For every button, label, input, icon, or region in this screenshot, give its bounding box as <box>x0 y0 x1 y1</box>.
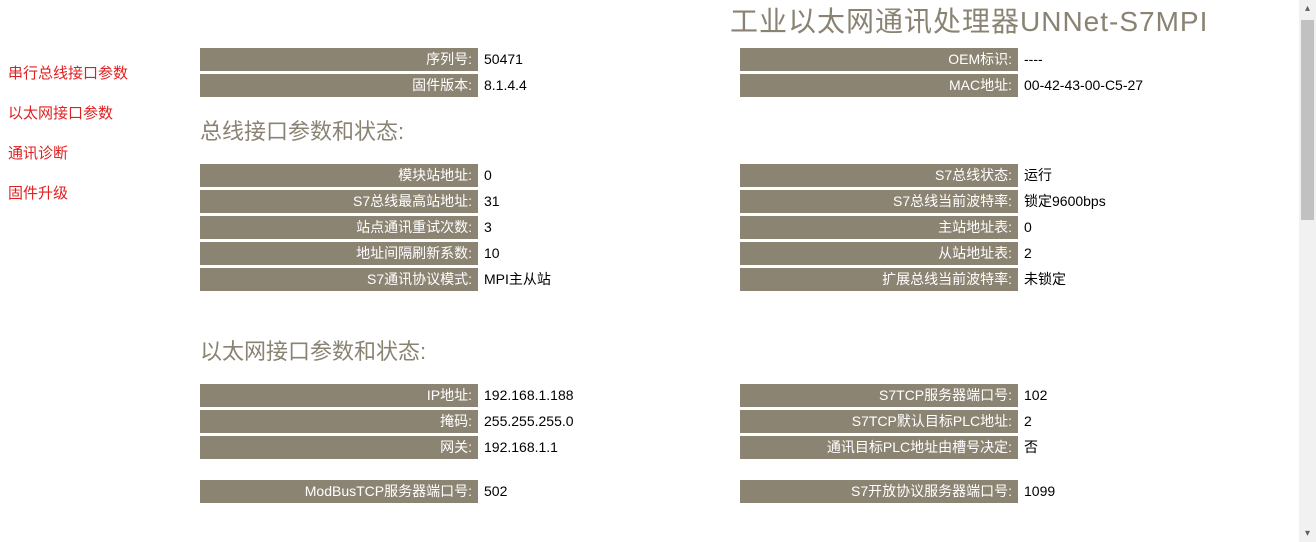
row-s7-baudrate: S7总线当前波特率: 锁定9600bps <box>740 190 1280 213</box>
section-title-ethernet: 以太网接口参数和状态: <box>200 334 1280 366</box>
label-s7-highest-address: S7总线最高站地址: <box>200 190 478 213</box>
sidebar-item-serial-bus[interactable]: 串行总线接口参数 <box>8 62 188 83</box>
value-gateway: 192.168.1.1 <box>478 436 558 459</box>
label-serial-number: 序列号: <box>200 48 478 71</box>
label-refresh-factor: 地址间隔刷新系数: <box>200 242 478 265</box>
row-master-address-list: 主站地址表: 0 <box>740 216 1280 239</box>
row-firmware-version: 固件版本: 8.1.4.4 <box>200 74 740 97</box>
label-s7-protocol-mode: S7通讯协议模式: <box>200 268 478 291</box>
value-s7tcp-default-plc: 2 <box>1018 410 1032 433</box>
value-ext-bus-baudrate: 未锁定 <box>1018 268 1066 291</box>
sidebar-item-comm-diagnosis[interactable]: 通讯诊断 <box>8 142 188 163</box>
value-mac-address: 00-42-43-00-C5-27 <box>1018 74 1143 97</box>
main-content: 序列号: 50471 固件版本: 8.1.4.4 OEM标识: ---- MAC… <box>200 48 1280 510</box>
label-s7tcp-default-plc: S7TCP默认目标PLC地址: <box>740 410 1018 433</box>
label-subnet-mask: 掩码: <box>200 410 478 433</box>
row-ext-bus-baudrate: 扩展总线当前波特率: 未锁定 <box>740 268 1280 291</box>
value-refresh-factor: 10 <box>478 242 500 265</box>
scroll-down-icon[interactable]: ▾ <box>1299 525 1316 542</box>
value-retry-count: 3 <box>478 216 492 239</box>
label-master-address-list: 主站地址表: <box>740 216 1018 239</box>
row-s7tcp-port: S7TCP服务器端口号: 102 <box>740 384 1280 407</box>
value-oem-id: ---- <box>1018 48 1043 71</box>
row-s7-protocol-mode: S7通讯协议模式: MPI主从站 <box>200 268 740 291</box>
row-refresh-factor: 地址间隔刷新系数: 10 <box>200 242 740 265</box>
scroll-up-icon[interactable]: ▴ <box>1299 0 1316 17</box>
value-plc-by-slot: 否 <box>1018 436 1038 459</box>
row-ip-address: IP地址: 192.168.1.188 <box>200 384 740 407</box>
row-serial-number: 序列号: 50471 <box>200 48 740 71</box>
vertical-scrollbar[interactable]: ▴ ▾ <box>1299 0 1316 542</box>
value-module-address: 0 <box>478 164 492 187</box>
value-subnet-mask: 255.255.255.0 <box>478 410 574 433</box>
label-plc-by-slot: 通讯目标PLC地址由槽号决定: <box>740 436 1018 459</box>
row-subnet-mask: 掩码: 255.255.255.0 <box>200 410 740 433</box>
label-oem-id: OEM标识: <box>740 48 1018 71</box>
row-s7-open-port: S7开放协议服务器端口号: 1099 <box>740 480 1280 503</box>
label-module-address: 模块站地址: <box>200 164 478 187</box>
value-modbus-tcp-port: 502 <box>478 480 507 503</box>
label-retry-count: 站点通讯重试次数: <box>200 216 478 239</box>
row-s7tcp-default-plc: S7TCP默认目标PLC地址: 2 <box>740 410 1280 433</box>
value-firmware-version: 8.1.4.4 <box>478 74 527 97</box>
label-ext-bus-baudrate: 扩展总线当前波特率: <box>740 268 1018 291</box>
label-s7tcp-port: S7TCP服务器端口号: <box>740 384 1018 407</box>
value-s7-protocol-mode: MPI主从站 <box>478 268 551 291</box>
value-s7tcp-port: 102 <box>1018 384 1047 407</box>
row-gateway: 网关: 192.168.1.1 <box>200 436 740 459</box>
row-slave-address-list: 从站地址表: 2 <box>740 242 1280 265</box>
row-modbus-tcp-port: ModBusTCP服务器端口号: 502 <box>200 480 740 503</box>
label-ip-address: IP地址: <box>200 384 478 407</box>
label-slave-address-list: 从站地址表: <box>740 242 1018 265</box>
value-s7-bus-status: 运行 <box>1018 164 1052 187</box>
sidebar-item-firmware-upgrade[interactable]: 固件升级 <box>8 182 188 203</box>
label-gateway: 网关: <box>200 436 478 459</box>
label-modbus-tcp-port: ModBusTCP服务器端口号: <box>200 480 478 503</box>
page-title: 工业以太网通讯处理器UNNet-S7MPI <box>730 0 1208 40</box>
section-title-bus: 总线接口参数和状态: <box>200 114 1280 146</box>
row-oem-id: OEM标识: ---- <box>740 48 1280 71</box>
value-s7-highest-address: 31 <box>478 190 500 213</box>
row-s7-highest-address: S7总线最高站地址: 31 <box>200 190 740 213</box>
row-module-address: 模块站地址: 0 <box>200 164 740 187</box>
value-s7-open-port: 1099 <box>1018 480 1055 503</box>
value-s7-baudrate: 锁定9600bps <box>1018 190 1106 213</box>
value-slave-address-list: 2 <box>1018 242 1032 265</box>
value-serial-number: 50471 <box>478 48 523 71</box>
scrollbar-thumb[interactable] <box>1301 20 1314 220</box>
label-s7-baudrate: S7总线当前波特率: <box>740 190 1018 213</box>
row-plc-by-slot: 通讯目标PLC地址由槽号决定: 否 <box>740 436 1280 459</box>
row-s7-bus-status: S7总线状态: 运行 <box>740 164 1280 187</box>
row-mac-address: MAC地址: 00-42-43-00-C5-27 <box>740 74 1280 97</box>
row-retry-count: 站点通讯重试次数: 3 <box>200 216 740 239</box>
label-firmware-version: 固件版本: <box>200 74 478 97</box>
label-s7-open-port: S7开放协议服务器端口号: <box>740 480 1018 503</box>
sidebar: 串行总线接口参数 以太网接口参数 通讯诊断 固件升级 <box>8 62 188 222</box>
label-mac-address: MAC地址: <box>740 74 1018 97</box>
label-s7-bus-status: S7总线状态: <box>740 164 1018 187</box>
value-master-address-list: 0 <box>1018 216 1032 239</box>
value-ip-address: 192.168.1.188 <box>478 384 574 407</box>
sidebar-item-ethernet[interactable]: 以太网接口参数 <box>8 102 188 123</box>
